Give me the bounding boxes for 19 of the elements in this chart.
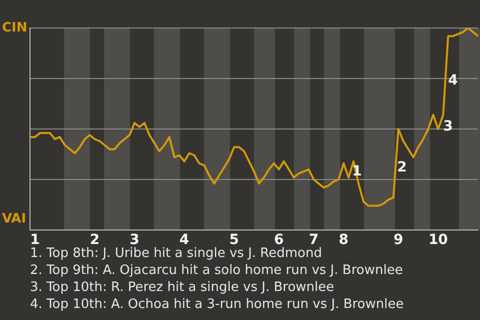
annotation: 2: [397, 160, 407, 176]
x-tick-label: 4: [179, 232, 190, 248]
x-tick-label: 5: [229, 232, 239, 248]
x-tick-label: 1: [30, 232, 40, 248]
x-tick-label: 2: [90, 232, 100, 248]
text: 4. Top 10th: A. Ochoa hit a 3-run home run vs J. Brownlee: [30, 296, 405, 313]
text: CIN: [2, 20, 28, 36]
x-tick-label: 3: [130, 232, 140, 248]
x-tick-label: 6: [274, 232, 284, 248]
x-tick-label: 10: [428, 232, 448, 248]
annotation: 3: [443, 118, 453, 135]
text: VAI: [2, 211, 26, 226]
text: 3. Top 10th: R. Perez hit a single vs J. Brownlee: [30, 279, 336, 296]
x-tick-label: 9: [393, 232, 404, 248]
x-tick-label: 7: [308, 232, 319, 248]
x-tick-label: 8: [338, 232, 348, 248]
annotation: 4: [448, 72, 458, 89]
text: 2. Top 9th: A. Ojacarcu hit a solo home run vs J. Brownlee: [30, 262, 404, 279]
text: 1. Top 8th: J. Uribe hit a single vs J. Redmond: [30, 246, 322, 261]
